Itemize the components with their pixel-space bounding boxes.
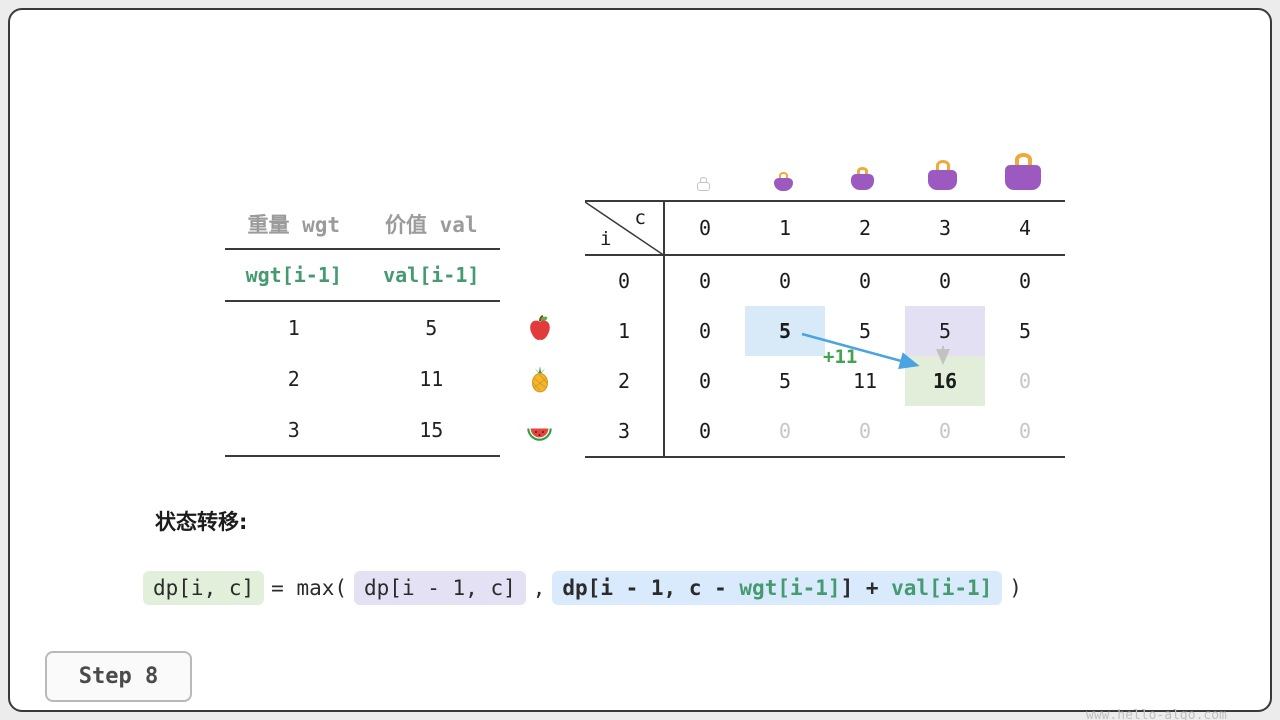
bag-icon-capacity-2 (851, 167, 874, 191)
bag-icon-capacity-1 (774, 172, 793, 191)
item-value: 5 (425, 315, 438, 340)
dp-cell-0-0: 0 (698, 269, 712, 293)
bag-icon-capacity-0 (697, 177, 710, 191)
dp-row-header-3: 3 (585, 406, 665, 456)
dp-cell-3-3: 0 (938, 419, 952, 443)
pineapple-icon (531, 366, 549, 393)
dp-cell-0-2: 0 (858, 269, 872, 293)
formula-comma: , (532, 576, 546, 600)
arg2-mid: ] + (840, 576, 892, 600)
dp-cell-3-2: 0 (858, 419, 872, 443)
items-table-header: 重量 wgt 价值 val (225, 200, 500, 250)
formula-lhs-chip: dp[i, c] (143, 571, 265, 605)
dp-col-header-1: 1 (745, 202, 825, 256)
step-label: Step 8 (78, 664, 159, 689)
dp-cell-0-4: 0 (1018, 269, 1032, 293)
arg2-wgt: wgt[i-1] (739, 576, 841, 600)
dp-row-header-0: 0 (585, 256, 665, 306)
dp-cell-3-1: 0 (778, 419, 792, 443)
corner-diagonal-line (585, 202, 665, 256)
add-value-annotation: +11 (823, 346, 858, 368)
figure-card: 重量 wgt 价值 val wgt[i-1] val[i-1] 1 5 2 11 3 15 (8, 8, 1272, 720)
dp-cell-2-1: 5 (778, 369, 792, 393)
dp-col-header-3: 3 (905, 202, 985, 256)
dp-cell-3-4: 0 (1018, 419, 1032, 443)
arg2-val: val[i-1] (891, 576, 993, 600)
transition-formula: dp[i, c] = max( dp[i - 1, c] , dp[i - 1,… (143, 571, 1022, 605)
item-weight: 2 (287, 366, 300, 391)
item-value: 11 (419, 366, 444, 391)
dp-cell-0-3: 0 (938, 269, 952, 293)
formula-arg2-chip: dp[i - 1, c - wgt[i-1]] + val[i-1] (552, 571, 1003, 605)
dp-cell-3-0: 0 (698, 419, 712, 443)
dp-row-header-2: 2 (585, 356, 665, 406)
step-badge: Step 8 (45, 651, 192, 702)
wgt-formula-label: wgt[i-1] (245, 263, 342, 287)
item-value: 15 (419, 417, 444, 442)
items-table-row-3: 3 15 (225, 404, 500, 455)
dp-table: c i 0 1 2 3 4 0 0 0 0 0 0 1 0 5 5 5 5 2 0 5 11 16 0 3 0 0 0 0 0 (585, 200, 1065, 458)
site-watermark: www.hello-algo.com (1086, 708, 1227, 720)
dp-col-header-0: 0 (665, 202, 745, 256)
formula-eq-max: = max( (271, 576, 348, 600)
items-table-row-2: 2 11 (225, 353, 500, 404)
dp-cell-2-3: 16 (905, 356, 985, 406)
formula-close-paren: ) (1009, 576, 1022, 600)
dp-cell-2-4: 0 (1018, 369, 1032, 393)
dp-cell-2-2: 11 (852, 369, 878, 393)
val-formula-label: val[i-1] (383, 263, 480, 287)
col-header-value: 价值 val (384, 213, 478, 237)
dp-cell-0-1: 0 (778, 269, 792, 293)
bag-icon-capacity-3 (928, 160, 957, 191)
col-header-weight: 重量 wgt (247, 213, 341, 237)
dp-cell-1-3: 5 (905, 306, 985, 356)
dp-corner-cell: c i (585, 202, 665, 256)
dp-col-header-2: 2 (825, 202, 905, 256)
item-weight: 1 (287, 315, 300, 340)
formula-arg1-chip: dp[i - 1, c] (354, 571, 526, 605)
item-weight: 3 (287, 417, 300, 442)
watermelon-icon (527, 428, 552, 441)
dp-cell-1-0: 0 (698, 319, 712, 343)
transition-heading: 状态转移: (155, 510, 248, 534)
dp-row-header-1: 1 (585, 306, 665, 356)
arg2-prefix: dp[i - 1, c - (562, 576, 740, 600)
dp-cell-2-0: 0 (698, 369, 712, 393)
items-table-formula-row: wgt[i-1] val[i-1] (225, 250, 500, 302)
dp-col-header-4: 4 (985, 202, 1065, 256)
col-var-label: c (634, 207, 646, 229)
items-table: 重量 wgt 价值 val wgt[i-1] val[i-1] 1 5 2 11 3 15 (225, 200, 500, 457)
bag-icon-capacity-4 (1005, 153, 1041, 191)
dp-cell-1-1: 5 (745, 306, 825, 356)
apple-icon (530, 314, 550, 341)
dp-cell-1-4: 5 (1018, 319, 1032, 343)
row-var-label: i (600, 228, 612, 250)
